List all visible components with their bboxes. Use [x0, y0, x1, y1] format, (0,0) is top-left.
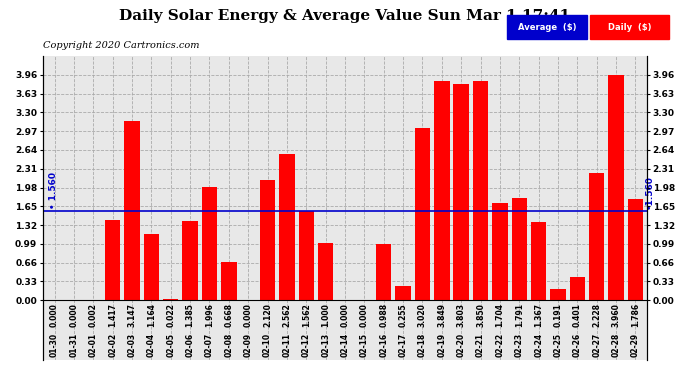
Text: 02-27: 02-27: [592, 333, 601, 357]
Bar: [609, 75, 624, 300]
Text: 1.000: 1.000: [321, 303, 330, 327]
Text: 3.803: 3.803: [457, 303, 466, 327]
Text: 3.960: 3.960: [611, 303, 620, 327]
Bar: [105, 220, 120, 300]
Text: Daily  ($): Daily ($): [608, 22, 651, 32]
Text: 02-26: 02-26: [573, 333, 582, 357]
Text: 3.849: 3.849: [437, 303, 446, 327]
Text: 02-16: 02-16: [380, 333, 388, 357]
Text: 02-11: 02-11: [282, 333, 291, 357]
Text: 2.228: 2.228: [592, 303, 601, 327]
Text: 02-17: 02-17: [399, 333, 408, 357]
Bar: [279, 154, 295, 300]
Text: 1.786: 1.786: [631, 303, 640, 327]
Bar: [182, 221, 198, 300]
Text: 02-10: 02-10: [263, 333, 272, 357]
Bar: [124, 121, 140, 300]
Bar: [318, 243, 333, 300]
Text: 02-29: 02-29: [631, 333, 640, 357]
Text: 02-28: 02-28: [611, 333, 620, 357]
Text: 0.988: 0.988: [380, 303, 388, 327]
Text: 0.002: 0.002: [89, 303, 98, 327]
Text: Copyright 2020 Cartronics.com: Copyright 2020 Cartronics.com: [43, 41, 199, 50]
Bar: [473, 81, 489, 300]
Text: 0.000: 0.000: [244, 303, 253, 327]
Text: 0.000: 0.000: [360, 303, 369, 327]
Text: 0.401: 0.401: [573, 303, 582, 327]
Text: 1.385: 1.385: [186, 303, 195, 327]
Bar: [492, 203, 508, 300]
Text: 02-23: 02-23: [515, 333, 524, 357]
Bar: [531, 222, 546, 300]
Bar: [589, 173, 604, 300]
Text: 02-22: 02-22: [495, 333, 504, 357]
Text: 02-18: 02-18: [418, 333, 427, 357]
Text: 3.850: 3.850: [476, 303, 485, 327]
Bar: [511, 198, 527, 300]
Text: 02-06: 02-06: [186, 333, 195, 357]
Bar: [550, 290, 566, 300]
Text: 02-15: 02-15: [360, 333, 369, 357]
Text: 02-03: 02-03: [128, 333, 137, 357]
Bar: [453, 84, 469, 300]
Bar: [628, 199, 643, 300]
Bar: [163, 299, 179, 300]
Bar: [221, 262, 237, 300]
Text: 0.000: 0.000: [50, 303, 59, 327]
Text: 0.000: 0.000: [340, 303, 350, 327]
Bar: [376, 244, 391, 300]
Text: Daily Solar Energy & Average Value Sun Mar 1 17:41: Daily Solar Energy & Average Value Sun M…: [119, 9, 571, 23]
Text: 02-24: 02-24: [534, 333, 543, 357]
Bar: [395, 286, 411, 300]
Text: 02-14: 02-14: [340, 333, 350, 357]
Bar: [260, 180, 275, 300]
Bar: [144, 234, 159, 300]
Bar: [415, 128, 430, 300]
Text: 1.791: 1.791: [515, 303, 524, 327]
Text: 02-08: 02-08: [224, 333, 233, 357]
Bar: [201, 187, 217, 300]
Text: 0.000: 0.000: [70, 303, 79, 327]
Text: 2.562: 2.562: [282, 303, 291, 327]
Text: 1.417: 1.417: [108, 303, 117, 327]
Text: 02-21: 02-21: [476, 333, 485, 357]
Bar: [434, 81, 450, 300]
Text: 1.562: 1.562: [302, 303, 310, 327]
Text: 1.164: 1.164: [147, 303, 156, 327]
Text: 0.668: 0.668: [224, 303, 233, 327]
Text: 02-13: 02-13: [321, 333, 330, 357]
Text: 02-01: 02-01: [89, 333, 98, 357]
Text: 0.255: 0.255: [399, 303, 408, 327]
Text: 02-04: 02-04: [147, 333, 156, 357]
Text: 02-05: 02-05: [166, 333, 175, 357]
Text: 0.191: 0.191: [553, 303, 562, 327]
Text: 02-02: 02-02: [108, 333, 117, 357]
Bar: [299, 211, 314, 300]
Text: 02-12: 02-12: [302, 333, 310, 357]
Text: Average  ($): Average ($): [518, 22, 576, 32]
Text: 2.120: 2.120: [263, 303, 272, 327]
Text: 0.022: 0.022: [166, 303, 175, 327]
Text: 02-09: 02-09: [244, 333, 253, 357]
Text: •1.560: •1.560: [645, 175, 654, 208]
Text: 01-30: 01-30: [50, 333, 59, 357]
Text: 1.704: 1.704: [495, 303, 504, 327]
Text: 3.147: 3.147: [128, 303, 137, 327]
Text: 02-25: 02-25: [553, 333, 562, 357]
Text: 3.020: 3.020: [418, 303, 427, 327]
Bar: [570, 278, 585, 300]
Text: 01-31: 01-31: [70, 333, 79, 357]
Text: 1.996: 1.996: [205, 303, 214, 327]
Text: 02-20: 02-20: [457, 333, 466, 357]
Text: 02-07: 02-07: [205, 333, 214, 357]
Text: 02-19: 02-19: [437, 333, 446, 357]
Text: • 1.560: • 1.560: [49, 172, 58, 208]
Text: 1.367: 1.367: [534, 303, 543, 327]
